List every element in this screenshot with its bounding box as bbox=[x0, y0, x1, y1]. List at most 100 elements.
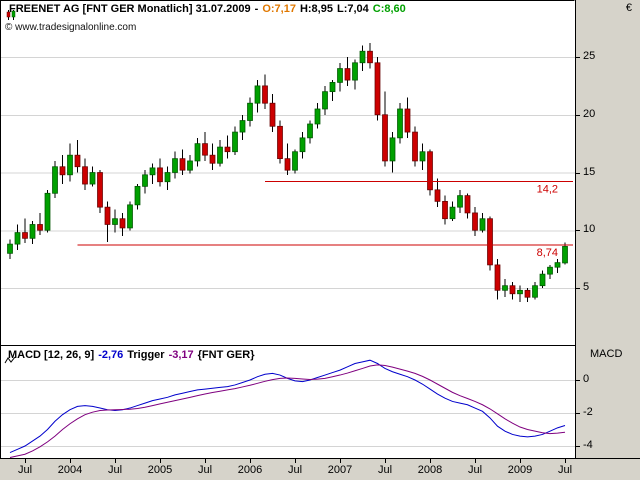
candle-up bbox=[329, 82, 336, 93]
candle-down bbox=[97, 172, 103, 208]
candle-down bbox=[269, 102, 276, 127]
candle-down bbox=[59, 166, 66, 176]
candle-down bbox=[277, 125, 283, 160]
candle-down bbox=[74, 154, 81, 168]
macd-value: -2,76 bbox=[98, 349, 124, 361]
candle-up bbox=[149, 167, 156, 176]
candle-up bbox=[389, 137, 396, 162]
time-tick bbox=[385, 459, 386, 463]
candle-up bbox=[547, 266, 553, 275]
candle-down bbox=[224, 146, 231, 153]
candle-down bbox=[22, 232, 28, 239]
price-tick-tick bbox=[576, 57, 580, 58]
candle-up bbox=[127, 204, 133, 229]
instrument-title: FREENET AG [FNT GER Monatlich] 31.07.200… bbox=[9, 3, 251, 15]
candle-up bbox=[7, 243, 13, 254]
time-tick-label: 2006 bbox=[237, 464, 263, 476]
trigger-line bbox=[9, 364, 566, 458]
candle-up bbox=[232, 131, 238, 153]
trendline-label: 8,74 bbox=[537, 247, 558, 259]
time-tick-label: Jul bbox=[377, 464, 393, 476]
open-value: O:7,17 bbox=[262, 3, 296, 15]
candle-up bbox=[247, 102, 253, 121]
candle-up bbox=[517, 289, 523, 295]
macd-title: MACD [12, 26, 9] bbox=[8, 349, 95, 361]
candle-down bbox=[442, 201, 448, 220]
candle-up bbox=[307, 123, 313, 139]
price-tick-tick bbox=[576, 230, 580, 232]
macd-tick-tick bbox=[576, 413, 580, 414]
macd-tick-label: -4 bbox=[583, 439, 593, 451]
candle-up bbox=[562, 246, 568, 264]
candle-down bbox=[157, 167, 163, 183]
header-separator: - bbox=[254, 3, 259, 15]
time-tick bbox=[70, 459, 71, 463]
candle-up bbox=[112, 218, 118, 225]
time-tick bbox=[25, 459, 26, 463]
time-tick bbox=[250, 459, 251, 463]
time-tick bbox=[115, 459, 116, 463]
time-tick-label: 2008 bbox=[417, 464, 443, 476]
candle-up bbox=[44, 192, 51, 231]
watermark: © www.tradesignalonline.com bbox=[5, 22, 137, 33]
macd-tick-label: -2 bbox=[583, 406, 593, 418]
trigger-label: Trigger bbox=[127, 349, 165, 361]
candle-up bbox=[359, 50, 366, 64]
candle-down bbox=[119, 218, 126, 229]
candle-up bbox=[299, 137, 306, 153]
candle-up bbox=[172, 158, 178, 173]
candle-down bbox=[434, 189, 441, 202]
candle-up bbox=[239, 120, 246, 133]
candle-up bbox=[539, 273, 546, 287]
candle-down bbox=[464, 195, 471, 214]
macd-chart-canvas[interactable] bbox=[0, 346, 575, 458]
time-tick bbox=[565, 459, 566, 463]
time-tick-label: Jul bbox=[557, 464, 573, 476]
macd-tick-label: 0 bbox=[583, 373, 590, 385]
candle-down bbox=[82, 166, 88, 185]
candle-up bbox=[554, 262, 561, 268]
time-tick bbox=[340, 459, 341, 463]
price-tick-label: 25 bbox=[583, 50, 596, 62]
candle-down bbox=[367, 50, 373, 64]
candle-down bbox=[179, 158, 186, 171]
candle-down bbox=[37, 224, 43, 231]
price-axis[interactable]: € MACD 25 20 15 10 5 0 -2 -4 bbox=[575, 0, 640, 458]
price-tick-label: 5 bbox=[583, 281, 590, 293]
macd-tick-tick bbox=[576, 446, 580, 447]
candle-down bbox=[374, 62, 381, 116]
candle-down bbox=[494, 264, 501, 291]
candle-up bbox=[187, 160, 193, 171]
candle-down bbox=[404, 108, 411, 133]
macd-axis-label: MACD bbox=[590, 348, 623, 360]
trigger-value: -3,17 bbox=[168, 349, 194, 361]
candle-down bbox=[487, 218, 493, 266]
chart-header: FREENET AG [FNT GER Monatlich] 31.07.200… bbox=[5, 3, 406, 20]
price-tick-tick bbox=[576, 288, 580, 289]
time-tick-label: Jul bbox=[287, 464, 303, 476]
candle-up bbox=[254, 85, 261, 104]
candle-down bbox=[427, 151, 433, 191]
macd-tick-tick bbox=[576, 380, 580, 381]
time-tick-label: Jul bbox=[17, 464, 33, 476]
candle-up bbox=[194, 143, 201, 162]
candle-up bbox=[532, 285, 538, 298]
macd-line bbox=[9, 359, 566, 454]
candle-up bbox=[502, 285, 508, 291]
candle-down bbox=[472, 212, 478, 231]
macd-header: MACD [12, 26, 9] -2,76 Trigger -3,17 {FN… bbox=[4, 349, 255, 364]
price-panel-border bbox=[0, 0, 575, 346]
price-tick-label: 15 bbox=[583, 165, 596, 178]
candle-up bbox=[337, 68, 343, 83]
time-tick bbox=[160, 459, 161, 463]
candle-down bbox=[202, 143, 208, 156]
price-tick-label: 20 bbox=[583, 107, 596, 120]
price-chart-canvas[interactable]: 14,2 8,74 bbox=[0, 0, 575, 346]
candle-down bbox=[284, 158, 291, 171]
time-tick bbox=[430, 459, 431, 463]
time-axis[interactable]: Jul 2004 Jul 2005 Jul 2006 Jul 2007 Jul 2008 Jul 20… bbox=[0, 458, 640, 480]
candle-up bbox=[29, 224, 36, 239]
high-value: H:8,95 bbox=[299, 3, 333, 15]
candle-up bbox=[419, 151, 426, 162]
